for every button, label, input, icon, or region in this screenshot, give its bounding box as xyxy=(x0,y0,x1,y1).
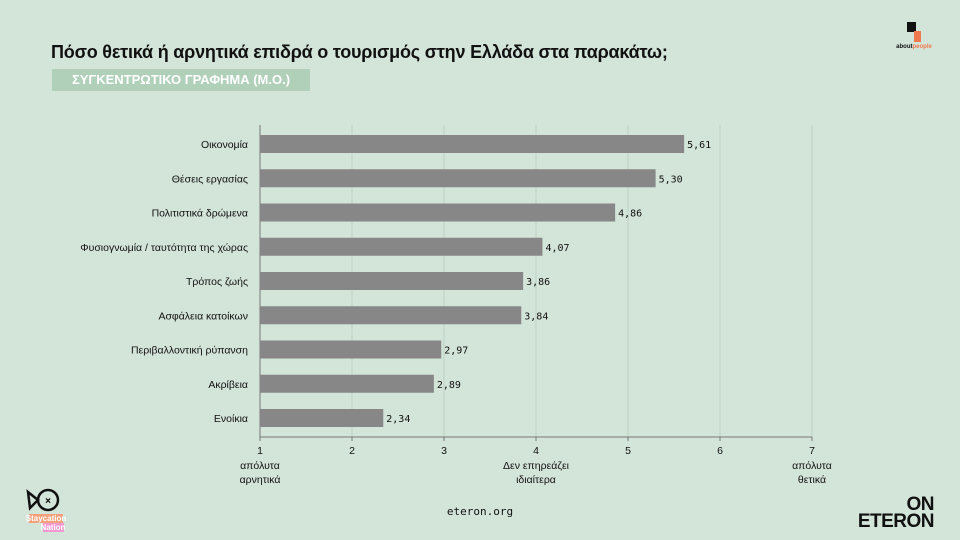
data-label: 4,07 xyxy=(545,243,569,254)
x-tick-label: 2 xyxy=(349,445,355,457)
data-label: 3,86 xyxy=(526,277,550,288)
bar xyxy=(260,203,616,222)
x-axis-annotation: θετικά xyxy=(798,474,826,486)
data-label: 3,84 xyxy=(524,311,548,322)
x-tick-label: 4 xyxy=(533,445,539,457)
bar xyxy=(260,135,685,153)
staycation-nation-logo: × Staycation Nation xyxy=(26,488,67,532)
category-label: Οικονομία xyxy=(201,139,248,151)
x-axis-annotation: αρνητικά xyxy=(240,474,281,486)
category-label: Φυσιογνωμία / ταυτότητα της χώρας xyxy=(80,242,248,254)
data-label: 5,30 xyxy=(659,174,683,185)
x-tick-label: 3 xyxy=(441,445,447,457)
chart-subtitle: ΣΥΓΚΕΝΤΡΩΤΙΚΟ ΓΡΑΦΗΜΑ (Μ.Ο.) xyxy=(52,69,310,91)
aboutpeople-icon xyxy=(907,22,921,42)
bar xyxy=(260,306,522,325)
category-label: Περιβαλλοντική ρύπανση xyxy=(131,345,248,357)
svg-text:Nation: Nation xyxy=(41,523,66,532)
aboutpeople-logo: aboutpeople xyxy=(894,22,934,50)
bar xyxy=(260,409,384,427)
bar xyxy=(260,169,656,188)
bar xyxy=(260,272,524,290)
category-label: Ενοίκια xyxy=(214,413,248,425)
category-label: Ασφάλεια κατοίκων xyxy=(158,310,248,322)
bar xyxy=(260,237,543,256)
footer-url[interactable]: eteron.org xyxy=(446,505,514,518)
svg-text:Staycation: Staycation xyxy=(26,514,67,523)
category-label: Τρόπος ζωής xyxy=(186,276,248,288)
x-axis-annotation: απόλυτα xyxy=(240,460,280,472)
category-label: Ακρίβεια xyxy=(208,379,248,391)
data-label: 5,61 xyxy=(687,140,711,151)
x-tick-label: 6 xyxy=(717,445,723,457)
svg-text:×: × xyxy=(45,496,51,507)
x-axis-annotation: Δεν επηρεάζει xyxy=(503,460,570,472)
data-label: 4,86 xyxy=(618,209,642,220)
x-axis-annotation: απόλυτα xyxy=(792,460,832,472)
eteron-logo: ON ETERON xyxy=(857,494,935,532)
x-axis-annotation: ιδιαίτερα xyxy=(516,474,556,486)
bar xyxy=(260,340,442,359)
data-label: 2,89 xyxy=(437,380,461,391)
category-label: Πολιτιστικά δρώμενα xyxy=(152,208,248,220)
bar xyxy=(260,374,434,393)
x-tick-label: 7 xyxy=(809,445,815,457)
data-label: 2,97 xyxy=(444,346,468,357)
data-label: 2,34 xyxy=(386,414,410,425)
x-tick-label: 1 xyxy=(257,445,263,457)
chart-title: Πόσο θετικά ή αρνητικά επιδρά ο τουρισμό… xyxy=(51,42,668,62)
x-tick-label: 5 xyxy=(625,445,631,457)
category-label: Θέσεις εργασίας xyxy=(172,173,248,185)
